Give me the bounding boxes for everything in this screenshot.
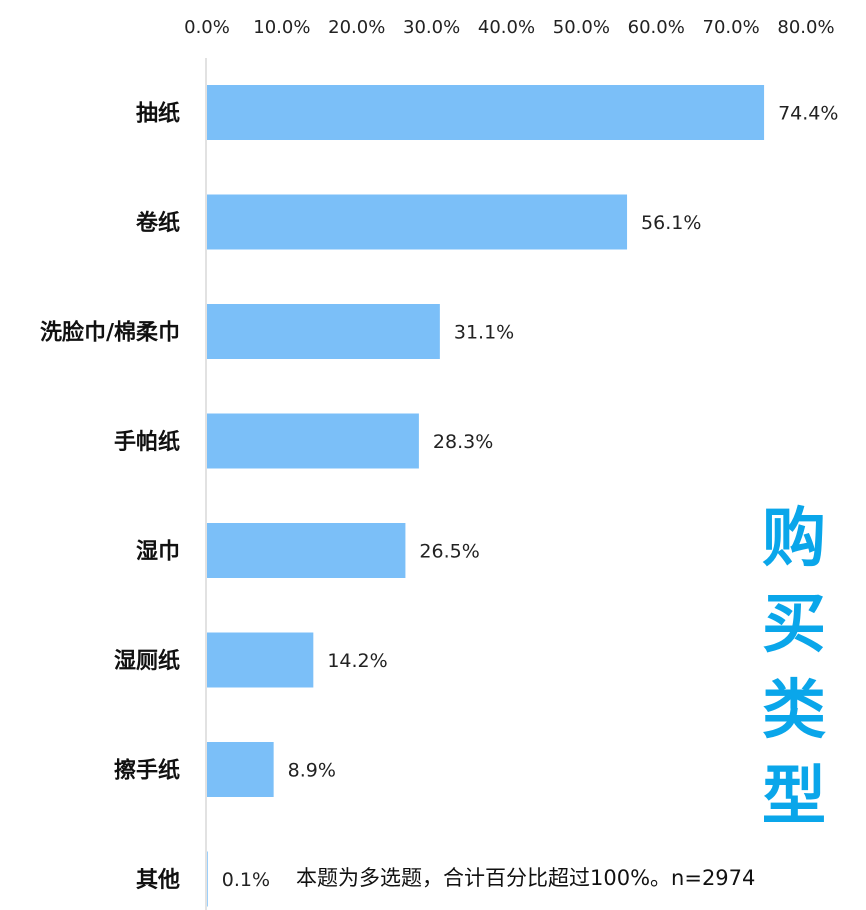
value-label: 31.1% (454, 322, 514, 344)
bar (207, 85, 765, 140)
x-tick-label: 80.0% (777, 17, 834, 38)
bar (207, 632, 314, 688)
value-label: 28.3% (433, 431, 493, 453)
category-label: 卷纸 (135, 210, 180, 236)
category-label: 手帕纸 (114, 429, 180, 455)
x-tick-label: 30.0% (403, 17, 460, 38)
x-tick-label: 0.0% (184, 17, 230, 38)
bar (207, 194, 628, 250)
bars (207, 85, 765, 907)
side-title-char: 型 (762, 760, 826, 834)
chart-note: 本题为多选题，合计百分比超过100%。n=2974 (296, 866, 756, 890)
category-label: 其他 (136, 868, 180, 893)
bar (207, 523, 406, 578)
side-title-char: 购 (762, 502, 826, 576)
value-label: 26.5% (419, 541, 479, 563)
side-title-char: 类 (762, 674, 826, 748)
bar (207, 304, 440, 359)
bar (207, 413, 419, 469)
x-tick-label: 10.0% (253, 17, 310, 38)
category-label: 洗脸巾/棉柔巾 (40, 320, 180, 346)
x-tick-label: 60.0% (628, 17, 685, 38)
side-title-char: 买 (762, 588, 826, 662)
x-tick-label: 20.0% (328, 17, 385, 38)
value-label: 74.4% (778, 103, 838, 125)
value-labels: 74.4% 56.1% 31.1% 28.3% 26.5% 14.2% 8.9% 0.1% (222, 103, 839, 892)
x-tick-labels: 0.0% 10.0% 20.0% 30.0% 40.0% 50.0% 60.0% 70.0% 8… (184, 17, 834, 38)
bar (207, 851, 208, 907)
category-label: 擦手纸 (114, 758, 180, 784)
value-label: 8.9% (288, 760, 336, 782)
category-label: 湿厕纸 (114, 648, 180, 674)
value-label: 56.1% (641, 212, 701, 234)
category-label: 抽纸 (136, 101, 180, 127)
value-label: 14.2% (327, 650, 387, 672)
side-title: 购 买 类 型 (752, 496, 836, 840)
x-tick-label: 40.0% (478, 17, 535, 38)
bar (207, 742, 274, 797)
category-label: 湿巾 (136, 540, 180, 565)
x-tick-label: 70.0% (703, 17, 760, 38)
value-label: 0.1% (222, 869, 270, 891)
x-tick-label: 50.0% (553, 17, 610, 38)
